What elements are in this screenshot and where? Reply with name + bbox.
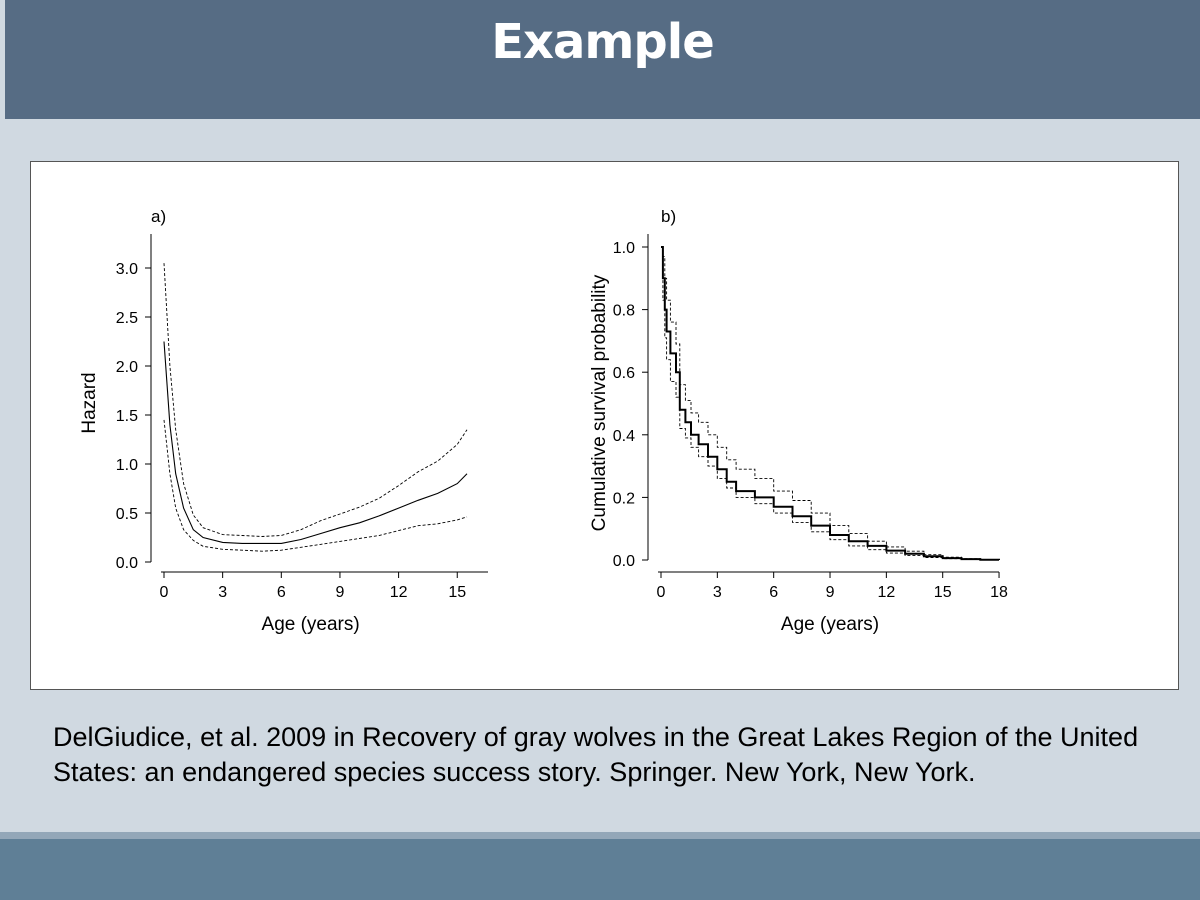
panel-a-x-tick-label: 9: [335, 584, 344, 601]
slide-title: Example: [491, 14, 715, 70]
panel-b-x-tick-label: 3: [713, 584, 722, 601]
panel-b-ci-line-2: [661, 246, 1000, 561]
panel-b-estimate-line: [661, 246, 1000, 561]
figure-svg: a) 0.0 0.5 1.0 1.5 2.0 2.5 3.0 0 3 6 9 12 15 Age (year…: [79, 207, 1008, 635]
panel-b-y-tick-label: 0.6: [613, 365, 635, 382]
panel-a-y-tick-label: 2.5: [116, 310, 138, 327]
citation-text: DelGiudice, et al. 2009 in Recovery of g…: [53, 722, 1139, 787]
panel-a-x-tick-label: 0: [160, 584, 169, 601]
panel-b-label: b): [661, 207, 676, 226]
panel-b-x-tick-label: 9: [826, 584, 835, 601]
panel-b-x-tick-label: 15: [934, 584, 952, 601]
panel-b-ci-line-1: [661, 246, 1000, 560]
panel-a-y-axis-label: Hazard: [79, 372, 100, 433]
panel-b-y-tick-label: 0.4: [613, 428, 635, 445]
panel-a-x-tick-label: 15: [448, 584, 466, 601]
panel-a-y-tick-label: 0.0: [116, 555, 138, 572]
figure-panel: a) 0.0 0.5 1.0 1.5 2.0 2.5 3.0 0 3 6 9 12 15 Age (year…: [30, 161, 1179, 690]
panel-a-y-tick-label: 2.0: [116, 359, 138, 376]
panel-b-y-tick-label: 1.0: [613, 240, 635, 257]
footer-stripe: [0, 832, 1200, 839]
panel-a-x-tick-label: 3: [218, 584, 227, 601]
panel-a-ci-line-1: [163, 263, 468, 537]
slide-header: Example: [5, 0, 1200, 119]
panel-a-x-tick-label: 6: [277, 584, 286, 601]
panel-a-y-tick-label: 0.5: [116, 506, 138, 523]
panel-a-ci-line-2: [163, 419, 468, 552]
panel-a-y-tick-label: 1.0: [116, 457, 138, 474]
panel-b-x-tick-label: 18: [990, 584, 1008, 601]
panel-b-y-tick-label: 0.8: [613, 303, 635, 320]
panel-a-label: a): [151, 207, 166, 226]
panel-b-y-tick-label: 0.2: [613, 490, 635, 507]
panel-b-x-tick-label: 0: [657, 584, 666, 601]
panel-b-x-axis-label: Age (years): [781, 614, 879, 635]
panel-a-y-tick-label: 3.0: [116, 261, 138, 278]
panel-b-y-tick-label: 0.0: [613, 553, 635, 570]
slide-footer: [0, 839, 1200, 900]
panel-a-estimate-line: [163, 341, 468, 544]
panel-b-y-axis-label: Cumulative survival probability: [589, 274, 610, 531]
panel-a-x-axis-label: Age (years): [262, 614, 360, 635]
panel-b-x-tick-label: 6: [769, 584, 778, 601]
panel-a-y-tick-label: 1.5: [116, 408, 138, 425]
panel-a-x-tick-label: 12: [390, 584, 408, 601]
panel-b-x-tick-label: 12: [877, 584, 895, 601]
